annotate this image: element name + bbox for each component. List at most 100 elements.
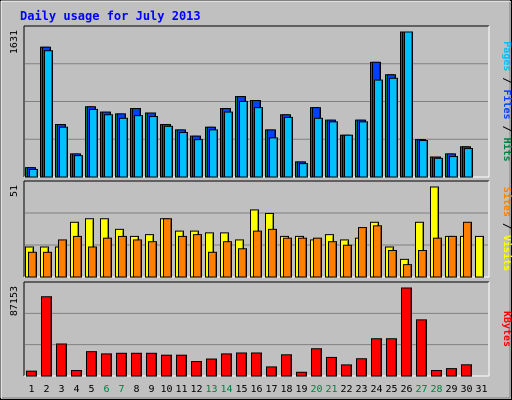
x-tick-label: 3: [58, 384, 64, 395]
bar-kbytes-day-18: [281, 354, 292, 377]
bar-pages-day-29: [449, 156, 458, 178]
bar-pages-day-18: [284, 116, 293, 178]
bar-pages-day-8: [134, 115, 143, 178]
x-tick-label: 7: [118, 384, 124, 395]
bar-sites-day-9: [148, 241, 157, 278]
series-kbytes: [26, 287, 472, 377]
bar-pages-day-5: [89, 108, 98, 178]
side-legend-part: Hits: [501, 138, 512, 162]
bar-sites-day-14: [223, 241, 232, 278]
bar-sites-day-8: [133, 239, 142, 278]
bar-sites-day-21: [328, 241, 337, 278]
side-legend-part: KBytes: [501, 311, 512, 347]
bar-kbytes-day-2: [41, 296, 52, 377]
bar-sites-day-24: [373, 225, 382, 278]
side-legend: Sites / Visits: [501, 187, 512, 271]
bar-pages-day-7: [119, 117, 128, 178]
bar-sites-day-28: [433, 237, 442, 278]
bar-kbytes-day-19: [296, 371, 307, 377]
x-tick-label: 15: [235, 384, 247, 395]
bar-pages-day-3: [59, 126, 68, 178]
bar-sites-day-4: [73, 235, 82, 278]
series-sites: [28, 218, 472, 278]
bar-pages-day-16: [254, 107, 263, 178]
x-tick-label: 29: [445, 384, 457, 395]
bar-sites-day-3: [58, 239, 67, 278]
bar-kbytes-day-26: [401, 287, 412, 377]
x-tick-label: 5: [88, 384, 94, 395]
bar-kbytes-day-21: [326, 356, 337, 377]
x-tick-label: 13: [205, 384, 217, 395]
bar-sites-day-10: [163, 218, 172, 278]
bar-kbytes-day-27: [416, 319, 427, 377]
side-legend: KBytes: [501, 311, 512, 347]
bar-kbytes-day-13: [206, 358, 217, 377]
bar-kbytes-day-28: [431, 370, 442, 377]
side-legend-part: Files: [501, 89, 512, 119]
bar-sites-day-20: [313, 237, 322, 278]
panel-2: 51 Sites / Visits: [9, 180, 512, 278]
x-tick-label: 16: [250, 384, 262, 395]
bar-kbytes-day-6: [101, 353, 112, 377]
bar-kbytes-day-25: [386, 338, 397, 377]
bar-pages-day-27: [419, 140, 428, 178]
bar-kbytes-day-7: [116, 352, 127, 377]
bar-sites-day-15: [238, 248, 247, 278]
side-legend-part: /: [501, 71, 512, 89]
x-tick-label: 8: [133, 384, 139, 395]
bar-kbytes-day-8: [131, 352, 142, 377]
bar-visits-day-31: [475, 235, 484, 278]
x-tick-label: 17: [265, 384, 277, 395]
series-pages: [29, 31, 473, 178]
y-tick-max: 51: [9, 185, 20, 197]
bar-kbytes-day-17: [266, 366, 277, 377]
bar-sites-day-26: [403, 264, 412, 278]
bar-kbytes-day-23: [356, 358, 367, 377]
x-tick-label: 2: [43, 384, 49, 395]
bar-kbytes-day-4: [71, 370, 82, 377]
bar-kbytes-day-14: [221, 353, 232, 377]
x-tick-label: 28: [430, 384, 442, 395]
side-legend-part: Pages: [501, 41, 512, 71]
bar-kbytes-day-22: [341, 364, 352, 377]
bar-kbytes-day-16: [251, 352, 262, 377]
x-tick-label: 4: [73, 384, 79, 395]
x-tick-label: 1: [28, 384, 34, 395]
bar-pages-day-30: [464, 148, 473, 178]
x-tick-label: 18: [280, 384, 292, 395]
bar-kbytes-day-12: [191, 361, 202, 377]
bar-sites-day-13: [208, 251, 217, 278]
bar-sites-day-5: [88, 246, 97, 278]
bar-pages-day-17: [269, 137, 278, 178]
side-legend-part: /: [501, 120, 512, 138]
bar-kbytes-day-20: [311, 348, 322, 377]
x-tick-label: 31: [475, 384, 487, 395]
bar-sites-day-11: [178, 235, 187, 278]
bar-pages-day-10: [164, 125, 173, 178]
x-tick-label: 23: [355, 384, 367, 395]
bar-pages-day-11: [179, 132, 188, 178]
bar-sites-day-18: [283, 237, 292, 278]
x-tick-label: 30: [460, 384, 472, 395]
bar-pages-day-2: [44, 50, 53, 178]
bar-pages-day-24: [374, 79, 383, 178]
bar-sites-day-23: [358, 227, 367, 278]
x-tick-label: 27: [415, 384, 427, 395]
side-legend-part: Visits: [501, 235, 512, 271]
bar-sites-day-29: [448, 235, 457, 278]
x-tick-label: 9: [148, 384, 154, 395]
bar-sites-day-22: [343, 244, 352, 278]
bar-pages-day-15: [239, 100, 248, 178]
bar-pages-day-4: [74, 155, 83, 178]
x-tick-label: 11: [175, 384, 187, 395]
panel-3: 87153 KBytes: [9, 281, 512, 377]
bar-kbytes-day-15: [236, 352, 247, 377]
bar-pages-day-22: [344, 134, 353, 178]
bar-kbytes-day-29: [446, 368, 457, 377]
bar-sites-day-27: [418, 250, 427, 278]
bar-pages-day-12: [194, 139, 203, 178]
bar-kbytes-day-24: [371, 338, 382, 377]
bar-kbytes-day-9: [146, 352, 157, 377]
